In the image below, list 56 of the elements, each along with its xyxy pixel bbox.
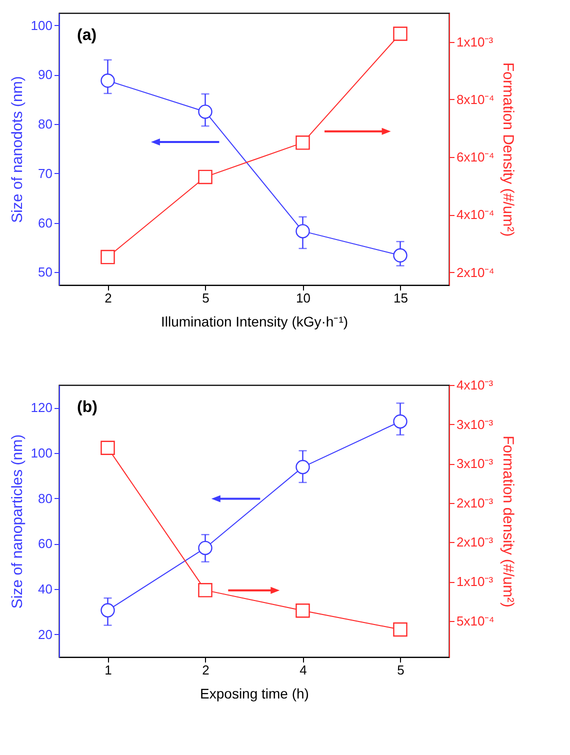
point xyxy=(100,440,115,456)
point xyxy=(100,603,115,618)
x-tick-label: 2 xyxy=(202,662,210,678)
y-tick-label: 80 xyxy=(38,490,52,506)
y-tick-label: 50 xyxy=(38,264,52,280)
x-axis-title: Exposing time (h) xyxy=(200,686,309,702)
y2-tick-label: 2x10⁻³ xyxy=(456,495,494,510)
point xyxy=(296,224,310,238)
x-axis-title: Illumination Intensity (kGy·h⁻¹) xyxy=(160,314,348,330)
point xyxy=(393,622,408,637)
x-tick-label: 2 xyxy=(104,290,112,306)
y2-tick-label: 1x10⁻³ xyxy=(456,34,494,50)
y-tick-label: 70 xyxy=(38,166,52,181)
point xyxy=(393,248,408,262)
y-tick-label: 80 xyxy=(38,116,52,132)
y2-tick-label: 2x10⁻⁴ xyxy=(456,264,494,280)
y-tick-label: 90 xyxy=(38,67,52,82)
y-tick-label: 60 xyxy=(38,215,52,230)
y2-axis-title: Formation Density (#/um²) xyxy=(499,62,516,237)
y-axis-title: Size of nanoparticles (nm) xyxy=(8,434,26,609)
y-axis-title: Size of nanodots (nm) xyxy=(8,76,26,223)
y2-tick-label: 3x10⁻³ xyxy=(456,456,494,472)
y2-tick-label: 2x10⁻³ xyxy=(456,534,494,550)
x-tick-label: 4 xyxy=(300,662,307,678)
y-tick-label: 120 xyxy=(30,400,52,416)
point xyxy=(198,104,212,119)
point xyxy=(198,540,212,556)
x-tick-label: 15 xyxy=(394,290,408,306)
y-tick-label: 60 xyxy=(38,536,52,552)
point xyxy=(296,460,310,474)
annotation: (b) xyxy=(77,399,98,416)
y2-tick-label: 6x10⁻⁴ xyxy=(456,150,494,165)
y-tick-label: 40 xyxy=(38,582,52,596)
point xyxy=(393,414,408,429)
y2-axis-title: Formation density (#/um²) xyxy=(499,436,516,608)
y2-tick-label: 8x10⁻⁴ xyxy=(456,92,494,107)
x-tick-label: 1 xyxy=(104,662,112,678)
y-tick-label: 100 xyxy=(30,18,52,33)
y2-tick-label: 1x10⁻³ xyxy=(456,574,494,590)
x-tick-label: 10 xyxy=(296,290,310,306)
y2-tick-label: 3x10⁻³ xyxy=(456,416,494,432)
x-tick-label: 5 xyxy=(202,290,210,306)
annotation: (a) xyxy=(77,27,97,44)
point xyxy=(296,604,310,618)
x-tick-label: 5 xyxy=(397,662,404,678)
y2-tick-label: 5x10⁻⁴ xyxy=(456,613,494,628)
point xyxy=(100,250,115,264)
y2-tick-label: 4x10⁻³ xyxy=(456,378,494,392)
point xyxy=(198,170,212,184)
point xyxy=(296,136,310,150)
point xyxy=(100,74,115,88)
point xyxy=(198,583,212,598)
y2-tick-label: 4x10⁻⁴ xyxy=(456,207,494,222)
y-tick-label: 100 xyxy=(30,446,52,460)
point xyxy=(393,26,408,41)
y-tick-label: 20 xyxy=(38,626,52,642)
